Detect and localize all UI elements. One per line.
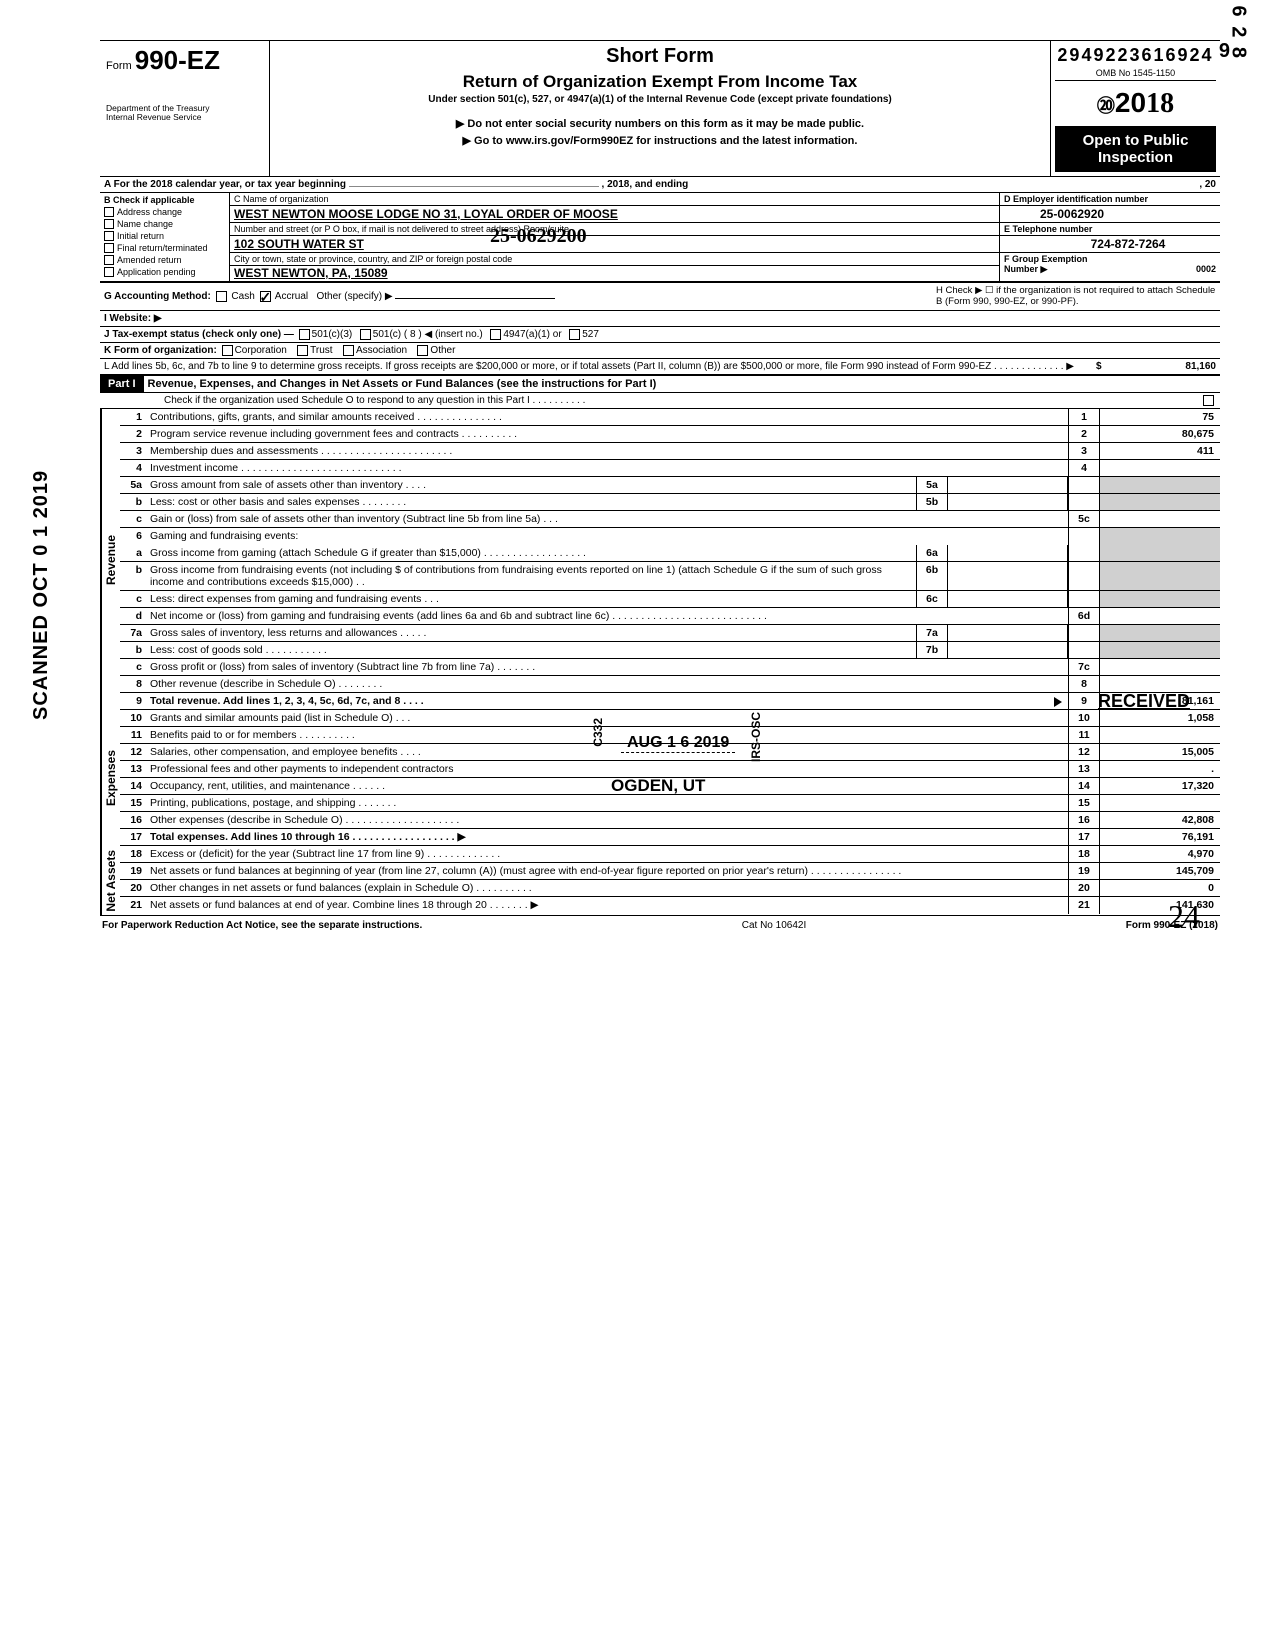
omb-number: OMB No 1545-1150 xyxy=(1055,68,1216,81)
line-15: 15Printing, publications, postage, and s… xyxy=(120,795,1220,812)
h-check-text: H Check ▶ ☐ if the organization is not r… xyxy=(936,285,1216,308)
line-5a: 5aGross amount from sale of assets other… xyxy=(120,477,1220,494)
chk-schedule-o[interactable] xyxy=(1203,395,1214,406)
part-1-header: Part I Revenue, Expenses, and Changes in… xyxy=(100,375,1220,393)
part-1-check-row: Check if the organization used Schedule … xyxy=(100,393,1220,409)
column-b-checkboxes: B Check if applicable Address change Nam… xyxy=(100,193,230,281)
line-8: 8Other revenue (describe in Schedule O) … xyxy=(120,676,1220,693)
line-18: 18Excess or (deficit) for the year (Subt… xyxy=(120,846,1220,863)
row-j-tax-status: J Tax-exempt status (check only one) — 5… xyxy=(100,327,1220,343)
chk-other-org[interactable] xyxy=(417,345,428,356)
chk-initial-return[interactable]: Initial return xyxy=(104,231,225,241)
chk-cash[interactable] xyxy=(216,291,227,302)
row-i-website: I Website: ▶ xyxy=(100,311,1220,327)
line-6a: aGross income from gaming (attach Schedu… xyxy=(120,545,1220,562)
chk-assoc[interactable] xyxy=(343,345,354,356)
vertical-id: 8 1 1 6 2 8 xyxy=(1227,0,1250,60)
chk-final-return[interactable]: Final return/terminated xyxy=(104,243,225,253)
line-21: 21Net assets or fund balances at end of … xyxy=(120,897,1220,914)
row-k-form-org: K Form of organization: Corporation Trus… xyxy=(100,343,1220,359)
line-6b: bGross income from fundraising events (n… xyxy=(120,562,1220,591)
chk-accrual[interactable] xyxy=(260,291,271,302)
line-9: 9Total revenue. Add lines 1, 2, 3, 4, 5c… xyxy=(120,693,1220,710)
instruction-1: ▶ Do not enter social security numbers o… xyxy=(280,117,1040,130)
chk-trust[interactable] xyxy=(297,345,308,356)
ogden-stamp: OGDEN, UT xyxy=(611,776,705,796)
cat-no: Cat No 10642I xyxy=(742,920,807,931)
chk-527[interactable] xyxy=(569,329,580,340)
form-number: 990-EZ xyxy=(135,45,220,75)
line-20: 20Other changes in net assets or fund ba… xyxy=(120,880,1220,897)
phone-value: 724-872-7264 xyxy=(1000,236,1220,253)
received-stamp: RECEIVED xyxy=(1098,691,1190,712)
footer-row: For Paperwork Reduction Act Notice, see … xyxy=(100,916,1220,935)
short-form-title: Short Form xyxy=(280,45,1040,68)
line-5b: bLess: cost or other basis and sales exp… xyxy=(120,494,1220,511)
org-city: WEST NEWTON, PA, 15089 xyxy=(230,266,999,280)
line-16: 16Other expenses (describe in Schedule O… xyxy=(120,812,1220,829)
expenses-section: Expenses 10Grants and similar amounts pa… xyxy=(100,710,1220,846)
chk-501c[interactable] xyxy=(360,329,371,340)
sub-title: Under section 501(c), 527, or 4947(a)(1)… xyxy=(280,94,1040,105)
chk-4947[interactable] xyxy=(490,329,501,340)
dln-number: 2949223616924 xyxy=(1055,45,1216,66)
dept-irs: Internal Revenue Service xyxy=(106,113,263,122)
line-17: 17Total expenses. Add lines 10 through 1… xyxy=(120,829,1220,846)
form-label: Form xyxy=(106,60,132,72)
line-7a: 7aGross sales of inventory, less returns… xyxy=(120,625,1220,642)
chk-address-change[interactable]: Address change xyxy=(104,207,225,217)
c332-stamp: C332 xyxy=(591,718,605,747)
main-title: Return of Organization Exempt From Incom… xyxy=(280,72,1040,92)
line-7b: bLess: cost of goods sold . . . . . . . … xyxy=(120,642,1220,659)
form-header: Form 990-EZ Department of the Treasury I… xyxy=(100,40,1220,177)
org-address: 102 SOUTH WATER ST xyxy=(230,236,999,253)
row-a-tax-year: A For the 2018 calendar year, or tax yea… xyxy=(100,177,1220,193)
line-6: 6Gaming and fundraising events: xyxy=(120,528,1220,545)
title-block: Short Form Return of Organization Exempt… xyxy=(270,41,1050,176)
line-2: 2Program service revenue including gover… xyxy=(120,426,1220,443)
column-c-org-info: C Name of organization WEST NEWTON MOOSE… xyxy=(230,193,1000,281)
group-exemption: 0002 xyxy=(1196,264,1216,274)
date-stamp: AUG 1 6 2019 xyxy=(621,734,735,753)
form-number-box: Form 990-EZ Department of the Treasury I… xyxy=(100,41,270,176)
line-4: 4Investment income . . . . . . . . . . .… xyxy=(120,460,1220,477)
tax-year: ⑳20182018 xyxy=(1055,87,1216,120)
ein-value: 25-0062920 xyxy=(1000,206,1220,223)
line-6c: cLess: direct expenses from gaming and f… xyxy=(120,591,1220,608)
line-1: 1Contributions, gifts, grants, and simil… xyxy=(120,409,1220,426)
line-5c: cGain or (loss) from sale of assets othe… xyxy=(120,511,1220,528)
column-de: D Employer identification number 25-0062… xyxy=(1000,193,1220,281)
instruction-2: ▶ Go to www.irs.gov/Form990EZ for instru… xyxy=(280,134,1040,147)
chk-pending[interactable]: Application pending xyxy=(104,267,225,277)
open-to-public: Open to Public Inspection xyxy=(1055,126,1216,172)
line-10: 10Grants and similar amounts paid (list … xyxy=(120,710,1220,727)
line-19: 19Net assets or fund balances at beginni… xyxy=(120,863,1220,880)
chk-corp[interactable] xyxy=(222,345,233,356)
line-7c: cGross profit or (loss) from sales of in… xyxy=(120,659,1220,676)
arrow-icon xyxy=(1054,697,1062,707)
gross-receipts-value: 81,160 xyxy=(1116,361,1216,372)
chk-amended[interactable]: Amended return xyxy=(104,255,225,265)
chk-501c3[interactable] xyxy=(299,329,310,340)
org-name: WEST NEWTON MOOSE LODGE NO 31, LOYAL ORD… xyxy=(230,206,999,223)
revenue-section: Revenue 1Contributions, gifts, grants, a… xyxy=(100,409,1220,710)
line-6d: dNet income or (loss) from gaming and fu… xyxy=(120,608,1220,625)
paperwork-notice: For Paperwork Reduction Act Notice, see … xyxy=(102,920,422,931)
right-header-box: 2949223616924 OMB No 1545-1150 ⑳20182018… xyxy=(1050,41,1220,176)
chk-name-change[interactable]: Name change xyxy=(104,219,225,229)
scanned-stamp: SCANNED OCT 0 1 2019 xyxy=(30,470,53,720)
handwritten-ein: 25-0629200 xyxy=(490,225,587,248)
net-assets-section: Net Assets 18Excess or (deficit) for the… xyxy=(100,846,1220,917)
row-g-accounting: G Accounting Method: Cash Accrual Other … xyxy=(100,282,1220,311)
handwritten-page-number: 24 xyxy=(1168,898,1200,935)
irsosc-stamp: IRS-OSC xyxy=(749,712,763,762)
line-3: 3Membership dues and assessments . . . .… xyxy=(120,443,1220,460)
row-l-gross-receipts: L Add lines 5b, 6c, and 7b to line 9 to … xyxy=(100,359,1220,375)
entity-info-grid: B Check if applicable Address change Nam… xyxy=(100,193,1220,282)
